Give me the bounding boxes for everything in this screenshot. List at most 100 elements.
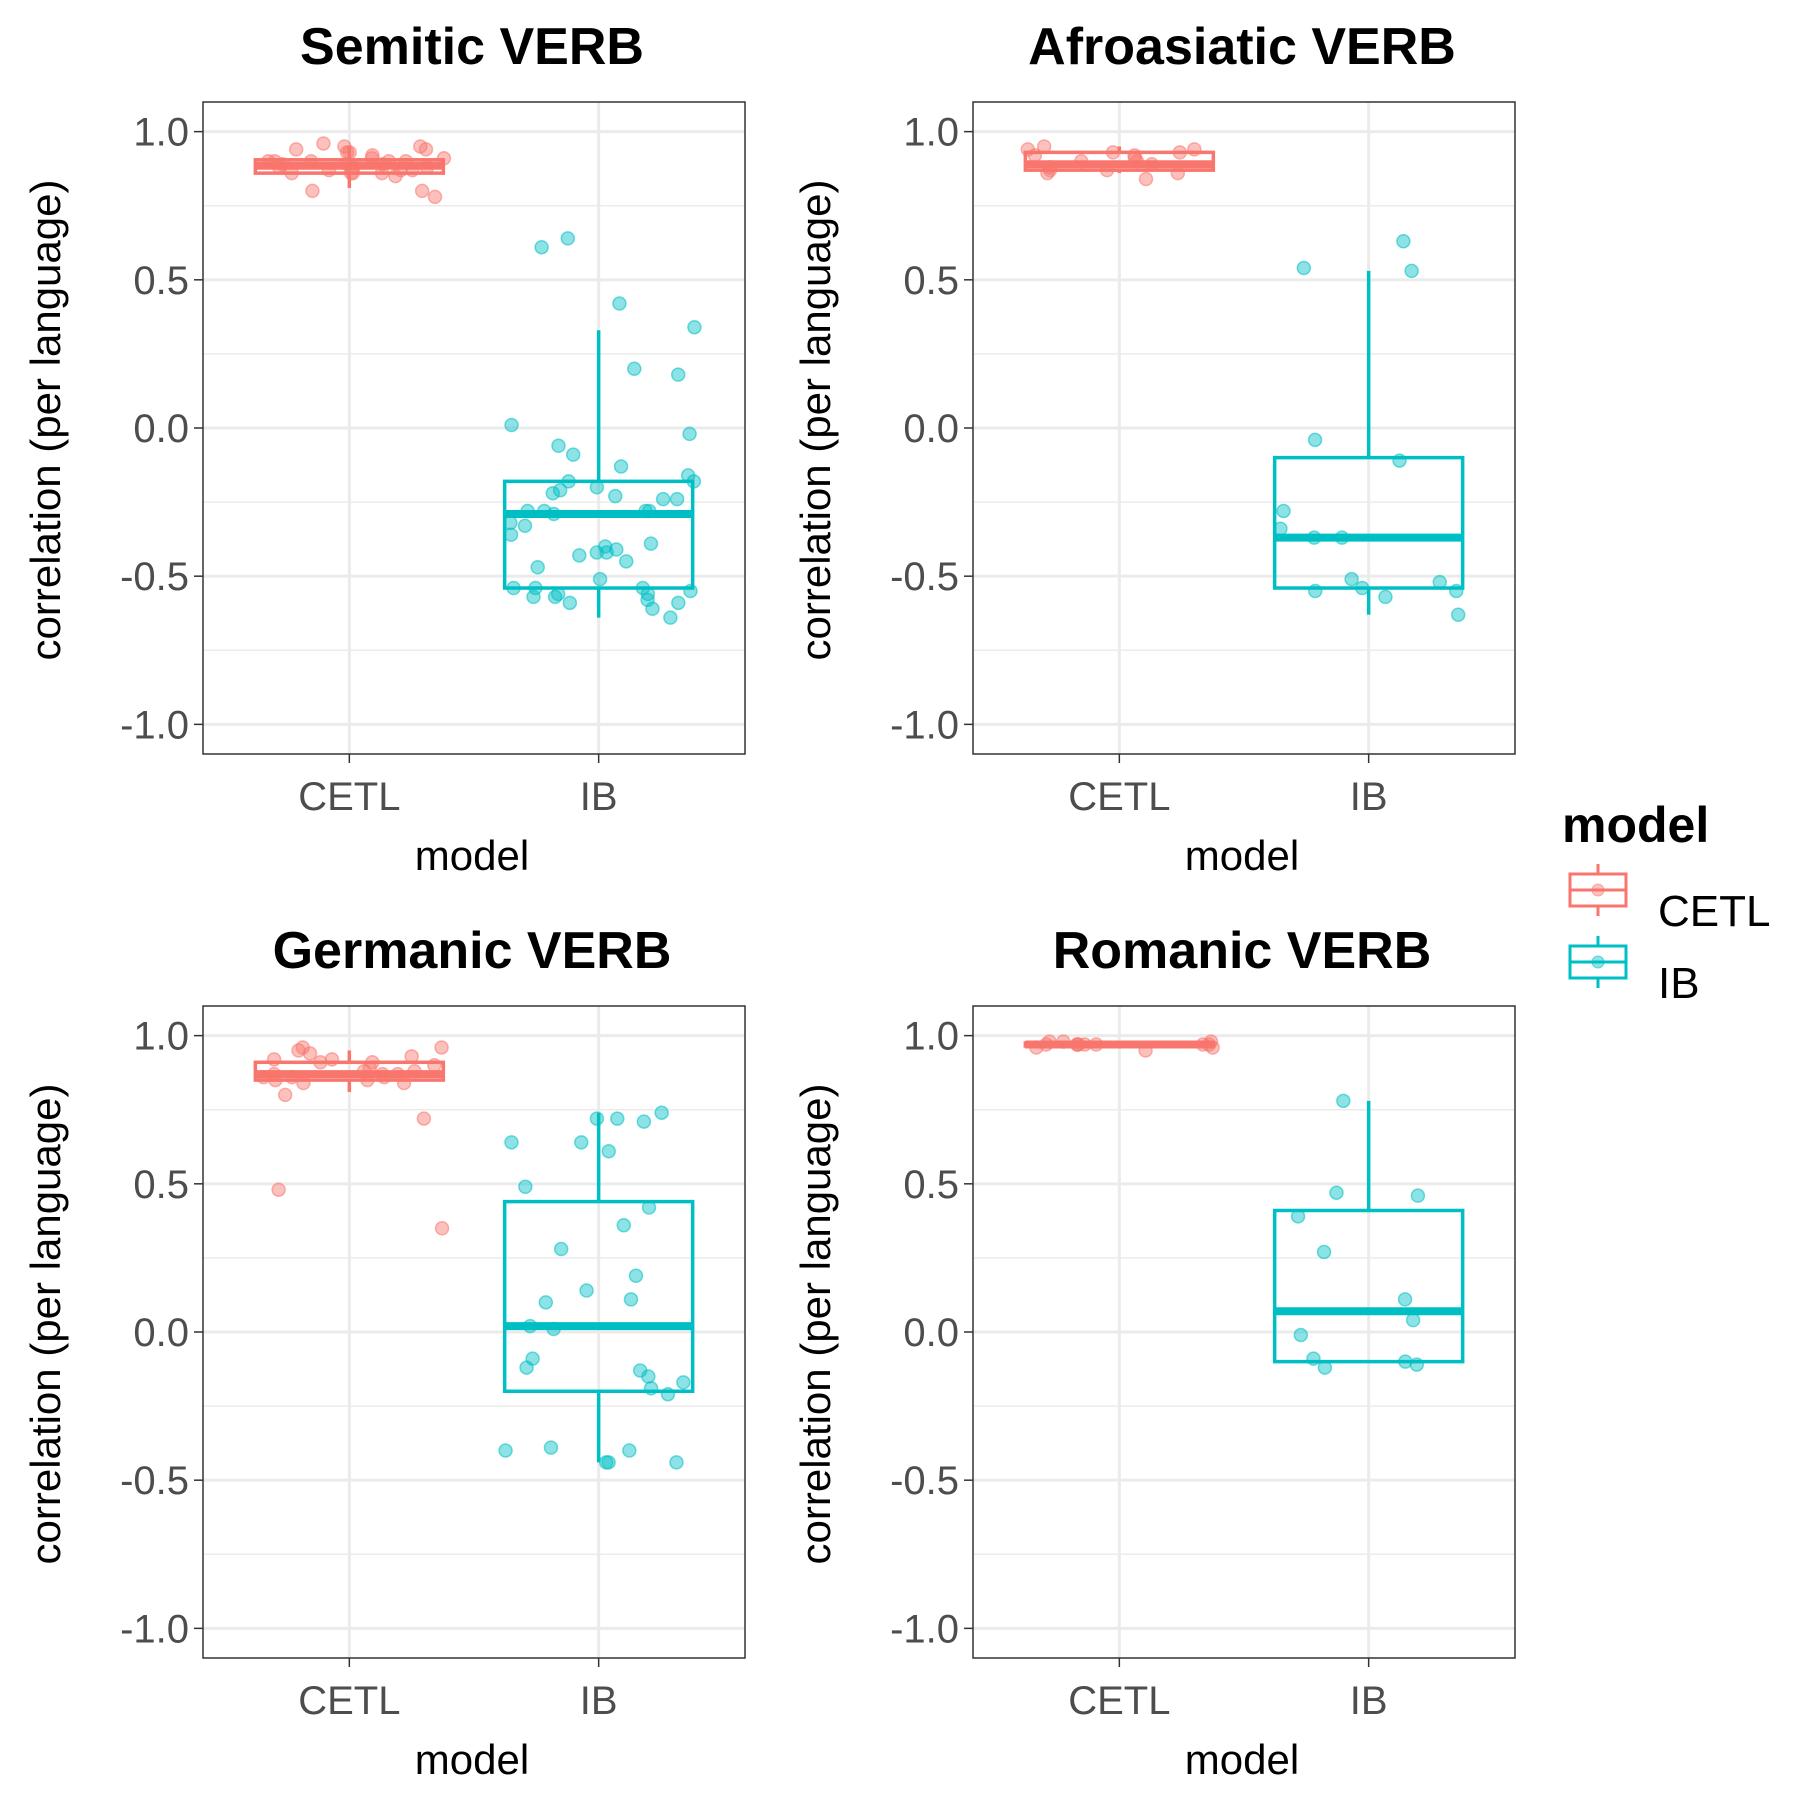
panel-germanic-verb: Germanic VERB -1.0 -0.5 0.0 0.5 1.0 CETL IB mo…: [22, 922, 746, 1783]
plot-border: [972, 1005, 1516, 1659]
data-point: [1307, 583, 1323, 599]
data-point: [550, 586, 566, 602]
y-tick-label: -1.0: [890, 1607, 959, 1651]
data-point: [683, 583, 698, 599]
data-point: [613, 459, 629, 474]
box-ib: [502, 231, 702, 625]
data-point: [1069, 1037, 1085, 1052]
data-point: [1290, 1209, 1306, 1224]
data-point: [375, 156, 390, 172]
plot-area: -1.0 -0.5 0.0 0.5 1.0 CETL IB: [890, 1005, 1516, 1723]
data-point: [598, 1455, 614, 1470]
y-tick-label: -1.0: [120, 1607, 189, 1651]
data-point: [619, 554, 634, 569]
data-point: [1077, 1037, 1093, 1052]
data-point: [1020, 142, 1036, 157]
data-point: [670, 367, 686, 382]
data-point: [284, 165, 299, 181]
data-point: [498, 1443, 513, 1458]
data-point: [434, 1040, 449, 1055]
data-point: [390, 1066, 405, 1082]
box-cetl: [1020, 139, 1216, 187]
data-point: [284, 1069, 300, 1085]
plot-border: [202, 101, 746, 755]
legend-key-cetl: [1568, 864, 1628, 916]
data-point: [660, 1386, 676, 1402]
data-point: [1099, 162, 1115, 178]
box-cetl: [253, 136, 452, 205]
data-point: [1187, 142, 1202, 157]
y-tick-label: -1.0: [890, 703, 959, 747]
data-point: [362, 1060, 378, 1076]
y-tick-label: 1.0: [133, 1015, 189, 1059]
data-point: [610, 1111, 625, 1126]
data-point: [340, 156, 355, 172]
data-point: [526, 589, 541, 605]
data-point: [1056, 1034, 1071, 1049]
data-point: [616, 1218, 632, 1233]
y-tick-label: 0.5: [133, 259, 189, 303]
panel-title: Germanic VERB: [273, 922, 672, 980]
box-ib: [1272, 1093, 1465, 1375]
data-point: [522, 1318, 538, 1334]
x-tick-label: IB: [1350, 775, 1388, 819]
data-point: [609, 542, 624, 557]
data-point: [1195, 1037, 1211, 1052]
data-point: [686, 474, 702, 489]
data-point: [601, 1143, 616, 1159]
panel-romanic-verb: Romanic VERB -1.0 -0.5 0.0 0.5 1.0 CETL IB mod…: [792, 922, 1516, 1783]
data-point: [360, 1072, 375, 1088]
y-tick-label: 1.0: [903, 111, 959, 155]
data-point: [1293, 1327, 1309, 1343]
data-point: [643, 536, 659, 551]
data-point: [628, 1268, 644, 1283]
y-axis-title: correlation (per language): [792, 180, 839, 661]
data-point: [1088, 1037, 1104, 1052]
data-point: [404, 1049, 419, 1064]
data-point: [1073, 154, 1089, 169]
y-tick-label: 0.5: [903, 259, 959, 303]
x-tick-label: CETL: [1068, 1679, 1170, 1723]
data-point: [1172, 145, 1188, 160]
data-point: [671, 595, 686, 611]
data-point: [427, 1058, 442, 1073]
y-axis-title: correlation (per language): [792, 1084, 839, 1565]
data-point: [627, 361, 642, 376]
data-point: [572, 548, 587, 563]
data-point: [407, 1063, 422, 1079]
data-point: [1042, 162, 1058, 178]
data-point: [551, 438, 566, 454]
data-point: [436, 151, 452, 166]
data-point: [1203, 1034, 1219, 1049]
data-point: [545, 485, 561, 501]
data-point: [635, 580, 651, 596]
data-point: [1042, 1034, 1057, 1049]
legend-key-ib: [1568, 936, 1628, 988]
data-point: [552, 482, 568, 498]
y-tick-label: 1.0: [903, 1015, 959, 1059]
data-point: [538, 1295, 554, 1310]
x-axis-title: model: [1185, 1736, 1299, 1783]
data-point: [1397, 1292, 1413, 1307]
x-axis-title: model: [415, 832, 529, 879]
data-point: [589, 1111, 605, 1126]
legend-title: model: [1562, 797, 1709, 853]
data-point: [504, 1135, 519, 1150]
data-point: [414, 183, 430, 199]
data-point: [623, 1292, 639, 1307]
data-point: [530, 560, 545, 575]
data-point: [643, 1381, 659, 1396]
data-point: [574, 1135, 589, 1150]
y-tick-label: 0.0: [903, 1311, 959, 1355]
x-tick-label: CETL: [298, 1679, 400, 1723]
data-point: [519, 1360, 534, 1375]
data-point: [676, 1375, 691, 1390]
legend-label-cetl: CETL: [1658, 887, 1770, 936]
data-point: [518, 1179, 533, 1195]
plot-area: -1.0 -0.5 0.0 0.5 1.0 CETL IB: [120, 1005, 746, 1723]
x-tick-label: IB: [580, 1679, 618, 1723]
data-point: [303, 154, 319, 169]
box-body: [502, 1199, 695, 1394]
data-point: [313, 1055, 328, 1070]
x-tick-label: IB: [1350, 1679, 1388, 1723]
